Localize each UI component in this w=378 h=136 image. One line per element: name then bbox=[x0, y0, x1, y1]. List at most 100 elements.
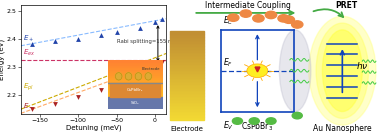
Bar bbox=[108, 84, 163, 87]
Bar bbox=[108, 104, 163, 106]
Text: +: + bbox=[251, 117, 257, 126]
Bar bbox=[170, 114, 204, 117]
Text: CsPbBr$_3$: CsPbBr$_3$ bbox=[241, 120, 273, 133]
Point bbox=[160, 61, 166, 63]
Bar bbox=[108, 94, 163, 97]
Circle shape bbox=[145, 73, 152, 80]
Bar bbox=[108, 77, 163, 79]
Bar bbox=[170, 102, 204, 105]
Circle shape bbox=[292, 112, 302, 119]
Bar bbox=[170, 117, 204, 120]
Bar bbox=[170, 72, 204, 75]
Bar bbox=[170, 64, 204, 67]
Text: $E_{pl}$: $E_{pl}$ bbox=[23, 82, 34, 93]
Text: −: − bbox=[294, 20, 301, 29]
Bar bbox=[170, 105, 204, 108]
Point bbox=[136, 73, 143, 75]
Circle shape bbox=[249, 118, 259, 124]
Text: Electrode: Electrode bbox=[141, 67, 160, 71]
Bar bbox=[170, 52, 204, 55]
Ellipse shape bbox=[322, 30, 362, 112]
Bar bbox=[108, 75, 163, 77]
Bar bbox=[170, 34, 204, 37]
Bar bbox=[170, 31, 204, 34]
Bar bbox=[170, 108, 204, 111]
Bar bbox=[170, 81, 204, 84]
Point bbox=[52, 40, 58, 42]
Point bbox=[52, 103, 58, 105]
Bar bbox=[108, 70, 163, 72]
Bar bbox=[108, 82, 163, 84]
Bar bbox=[108, 72, 163, 75]
Ellipse shape bbox=[316, 23, 369, 118]
Bar bbox=[170, 37, 204, 40]
Bar bbox=[108, 87, 163, 89]
Ellipse shape bbox=[309, 16, 376, 125]
Point bbox=[98, 34, 104, 36]
Text: +: + bbox=[234, 117, 240, 126]
Circle shape bbox=[232, 118, 242, 124]
Text: +: + bbox=[268, 117, 274, 126]
Bar bbox=[170, 78, 204, 81]
Bar bbox=[170, 93, 204, 96]
Text: −: − bbox=[230, 13, 237, 22]
Bar bbox=[170, 75, 204, 78]
Bar bbox=[108, 101, 163, 104]
Bar bbox=[108, 97, 163, 109]
Bar bbox=[108, 92, 163, 94]
Bar bbox=[108, 97, 163, 99]
Point bbox=[152, 21, 158, 23]
Bar bbox=[170, 58, 204, 61]
Text: $h\nu$: $h\nu$ bbox=[356, 60, 369, 71]
Bar bbox=[170, 55, 204, 58]
Text: PRET: PRET bbox=[335, 1, 358, 10]
Bar bbox=[108, 65, 163, 67]
Bar bbox=[170, 87, 204, 90]
Bar bbox=[170, 99, 204, 102]
Circle shape bbox=[253, 15, 264, 22]
Point bbox=[113, 82, 119, 84]
Bar bbox=[170, 43, 204, 46]
Bar bbox=[170, 84, 204, 87]
Point bbox=[98, 89, 104, 91]
Text: −: − bbox=[242, 9, 249, 18]
Point bbox=[75, 96, 81, 98]
Bar bbox=[108, 89, 163, 92]
Bar bbox=[170, 67, 204, 70]
Point bbox=[29, 108, 35, 110]
Bar bbox=[170, 40, 204, 43]
Circle shape bbox=[135, 73, 142, 80]
Text: $E_V$: $E_V$ bbox=[223, 120, 234, 132]
Circle shape bbox=[278, 15, 289, 22]
Bar bbox=[108, 106, 163, 109]
Bar bbox=[108, 79, 163, 82]
Point bbox=[160, 18, 166, 21]
Text: $E_{ex}$: $E_{ex}$ bbox=[23, 48, 36, 58]
Point bbox=[29, 43, 35, 45]
Text: CsPbBr₃: CsPbBr₃ bbox=[127, 88, 143, 92]
X-axis label: Detuning (meV): Detuning (meV) bbox=[66, 125, 121, 131]
Bar bbox=[170, 111, 204, 114]
Text: $E_-$: $E_-$ bbox=[23, 101, 34, 109]
Text: $E_F$: $E_F$ bbox=[223, 56, 233, 69]
Text: −: − bbox=[285, 15, 292, 24]
Bar bbox=[170, 61, 204, 64]
Text: Rabi splitting=155 meV: Rabi splitting=155 meV bbox=[116, 39, 180, 44]
Text: Electrode: Electrode bbox=[170, 126, 203, 132]
Text: −: − bbox=[268, 10, 274, 19]
Circle shape bbox=[228, 14, 239, 21]
Bar bbox=[170, 90, 204, 93]
Bar bbox=[108, 99, 163, 101]
Circle shape bbox=[283, 16, 294, 23]
Text: −: − bbox=[280, 14, 287, 23]
Circle shape bbox=[247, 64, 268, 78]
Circle shape bbox=[125, 73, 132, 80]
Text: $E_C$: $E_C$ bbox=[223, 14, 234, 27]
Circle shape bbox=[115, 73, 122, 80]
Ellipse shape bbox=[279, 30, 311, 112]
Bar bbox=[108, 60, 163, 62]
Bar bbox=[170, 70, 204, 72]
Y-axis label: Energy (eV): Energy (eV) bbox=[0, 39, 5, 80]
Text: $E_+$: $E_+$ bbox=[23, 34, 34, 44]
Bar bbox=[170, 49, 204, 52]
